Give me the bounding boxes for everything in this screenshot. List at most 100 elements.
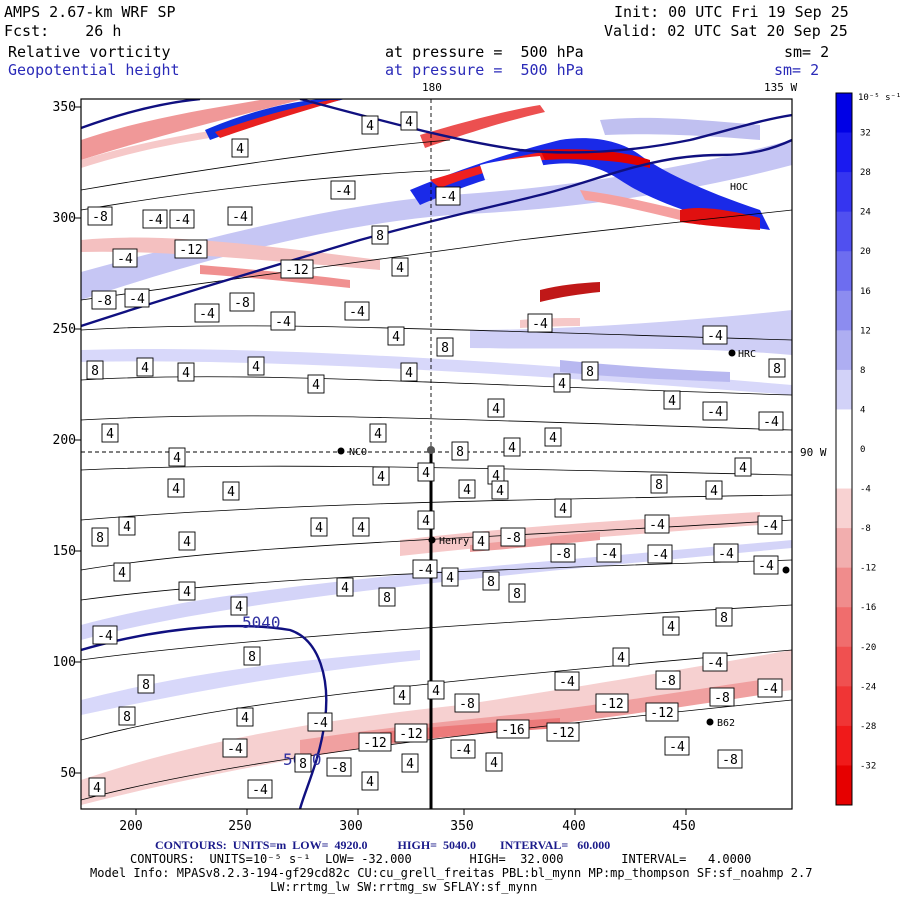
vorticity-label-box bbox=[310, 517, 328, 537]
vorticity-label: 4 bbox=[477, 535, 485, 550]
colorbar-swatch bbox=[836, 211, 852, 252]
vorticity-label: 4 bbox=[123, 520, 131, 535]
vorticity-label-box bbox=[247, 779, 273, 799]
colorbar-tick-label: 8 bbox=[860, 366, 865, 376]
vorticity-label: 8 bbox=[248, 650, 256, 665]
physics-info: LW:rrtmg_lw SW:rrtmg_sw SFLAY:sf_mynn bbox=[270, 880, 538, 894]
vorticity-label-box bbox=[758, 411, 784, 431]
vorticity-label: -4 bbox=[174, 213, 190, 228]
vorticity-label: 4 bbox=[172, 482, 180, 497]
vorticity-label: -4 bbox=[275, 315, 291, 330]
vorticity-label-box bbox=[482, 571, 500, 591]
vorticity-label: 4 bbox=[93, 781, 101, 796]
vorticity-label-box bbox=[553, 373, 571, 393]
field-height: Geopotential height bbox=[8, 61, 180, 79]
colorbar-swatch bbox=[836, 93, 852, 134]
vorticity-label: 4 bbox=[617, 651, 625, 666]
colorbar-tick-label: 24 bbox=[860, 208, 871, 218]
vorticity-label: 4 bbox=[357, 521, 365, 536]
vorticity-label: -8 bbox=[555, 547, 571, 562]
vorticity-label-box bbox=[472, 531, 490, 551]
vorticity-label: 4 bbox=[558, 377, 566, 392]
vorticity-label-box bbox=[491, 480, 509, 500]
vorticity-label-box bbox=[136, 357, 154, 377]
vorticity-label: -12 bbox=[285, 263, 308, 278]
vorticity-label: 8 bbox=[376, 229, 384, 244]
vorticity-label: -4 bbox=[252, 783, 268, 798]
vorticity-label: 4 bbox=[241, 711, 249, 726]
valid-time: Valid: 02 UTC Sat 20 Sep 25 bbox=[604, 22, 848, 40]
vorticity-label-box bbox=[330, 180, 356, 200]
vorticity-label-box bbox=[92, 625, 118, 645]
vorticity-label-box bbox=[554, 671, 580, 691]
vorticity-label: 8 bbox=[299, 757, 307, 772]
vorticity-label-box bbox=[91, 290, 117, 310]
colorbar-tick-label: 12 bbox=[860, 326, 871, 336]
station-marker bbox=[728, 349, 736, 357]
colorbar-tick-label: -8 bbox=[860, 524, 871, 534]
vorticity-label-box bbox=[485, 752, 503, 772]
x-axis bbox=[135, 809, 687, 815]
vorticity-label-box bbox=[647, 544, 673, 564]
vorticity-label: 4 bbox=[432, 684, 440, 699]
x-tick-label: 300 bbox=[339, 819, 362, 834]
vorticity-label: 4 bbox=[392, 330, 400, 345]
vorticity-label-box bbox=[435, 186, 461, 206]
colorbar-tick-label: -12 bbox=[860, 564, 876, 574]
vorticity-label-box bbox=[650, 474, 668, 494]
vorticity-label: -4 bbox=[762, 519, 778, 534]
x-tick-label: 350 bbox=[450, 819, 473, 834]
vorticity-label: -4 bbox=[762, 682, 778, 697]
vorticity-label-box bbox=[194, 303, 220, 323]
vorticity-label-box bbox=[169, 209, 195, 229]
vorticity-label-box bbox=[91, 527, 109, 547]
vorticity-labels: 4 4 4 -4 -4 8 -4 -4 -4 -8 -12 -12 -4 4 -8 -4 -8 -4 -4 -4 4 8 -… bbox=[86, 111, 786, 799]
vorticity-label: -4 bbox=[707, 329, 723, 344]
vorticity-label-box bbox=[307, 374, 325, 394]
vorticity-label-box bbox=[177, 362, 195, 382]
vorticity-label: 4 bbox=[406, 757, 414, 772]
colorbar-tick-label: 0 bbox=[860, 445, 865, 455]
vorticity-label: 4 bbox=[106, 427, 114, 442]
station-marker bbox=[337, 447, 345, 455]
vorticity-label-box bbox=[358, 732, 392, 752]
vorticity-label: 4 bbox=[710, 484, 718, 499]
vorticity-label-box bbox=[709, 687, 735, 707]
vorticity-label-box bbox=[336, 577, 354, 597]
vorticity-label: -8 bbox=[714, 691, 730, 706]
vorticity-label: -12 bbox=[600, 697, 623, 712]
vorticity-label-box bbox=[280, 259, 314, 279]
longitude-135w-label: 135 W bbox=[764, 81, 797, 94]
vorticity-label-box bbox=[664, 736, 690, 756]
vorticity-label: 4 bbox=[118, 566, 126, 581]
vorticity-label-box bbox=[596, 543, 622, 563]
vorticity-label-box bbox=[87, 206, 113, 226]
vorticity-label-box bbox=[436, 337, 454, 357]
vorticity-label: 8 bbox=[655, 478, 663, 493]
vorticity-label: 8 bbox=[96, 531, 104, 546]
vorticity-label-box bbox=[88, 777, 106, 797]
vorticity-label: 4 bbox=[235, 600, 243, 615]
x-tick-label: 450 bbox=[672, 819, 695, 834]
smoothing-height: sm= 2 bbox=[774, 61, 820, 79]
y-tick-label: 350 bbox=[53, 100, 76, 115]
vorticity-label-box bbox=[644, 514, 670, 534]
colorbar-frame bbox=[835, 92, 853, 806]
vorticity-label-box bbox=[112, 248, 138, 268]
vorticity-label-box bbox=[101, 423, 119, 443]
colorbar-swatch bbox=[836, 172, 852, 213]
vorticity-label-box bbox=[326, 757, 352, 777]
station-marker bbox=[706, 718, 714, 726]
vorticity-label-box bbox=[441, 567, 459, 587]
vorticity-label: -4 bbox=[335, 184, 351, 199]
y-tick-label: 200 bbox=[53, 433, 76, 448]
vorticity-label: 4 bbox=[405, 366, 413, 381]
vorticity-label: 4 bbox=[396, 261, 404, 276]
vorticity-label-box bbox=[655, 670, 681, 690]
vorticity-contour-info: CONTOURS: UNITS=10⁻⁵ s⁻¹ LOW= -32.000 HI… bbox=[130, 852, 752, 866]
height-contour-info: CONTOURS: UNITS=m LOW= 4920.0 HIGH= 5040… bbox=[155, 838, 611, 852]
vorticity-label: 4 bbox=[422, 466, 430, 481]
vorticity-label: -12 bbox=[179, 243, 202, 258]
colorbar-tick-label: 16 bbox=[860, 287, 871, 297]
